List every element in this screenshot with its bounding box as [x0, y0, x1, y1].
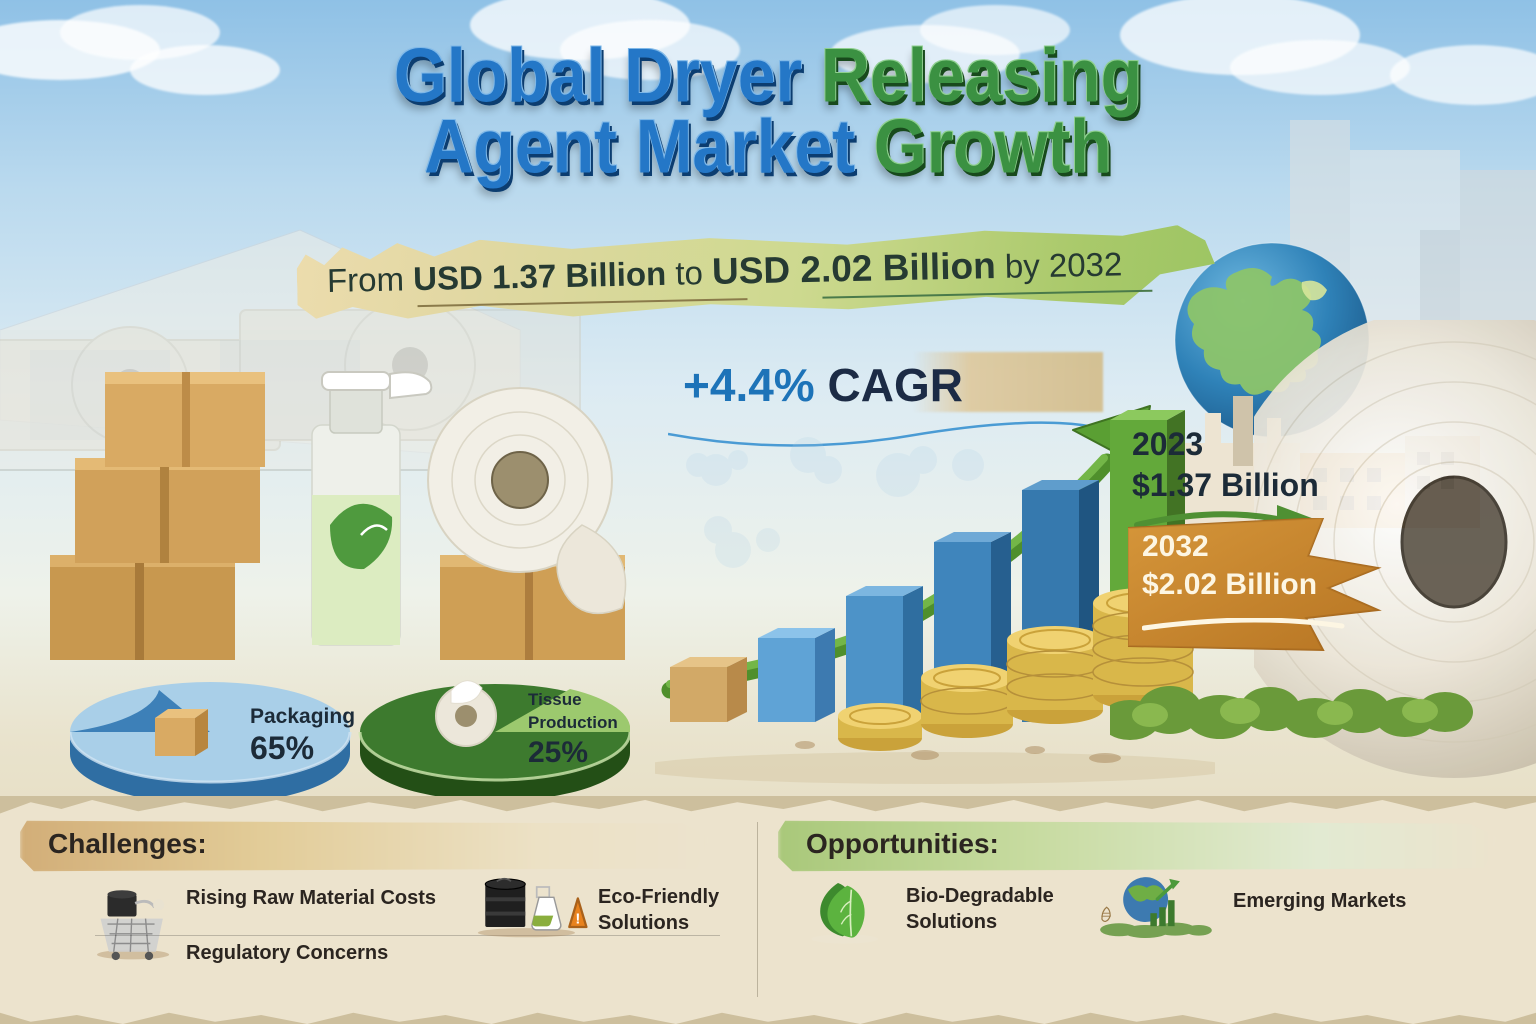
svg-text:!: ! [575, 912, 580, 928]
